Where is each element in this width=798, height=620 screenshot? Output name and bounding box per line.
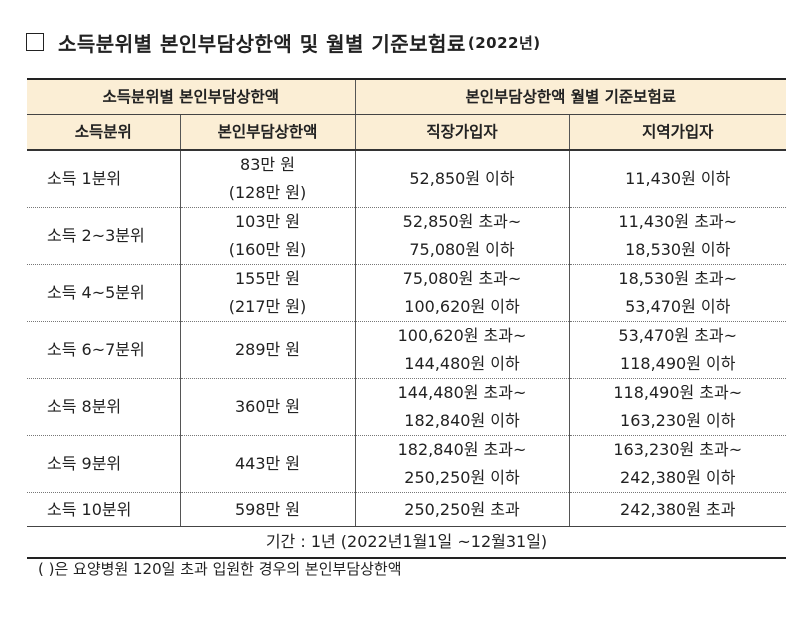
cap-amount-cell-line: 360만 원 (234, 397, 301, 416)
regional-premium-cell-line: 118,490원 초과~ (613, 383, 743, 402)
income-tier-cell: 소득 1분위 (27, 150, 181, 208)
cap-amount-cell: 360만 원 (180, 378, 356, 436)
table-body: 소득 1분위 83만 원 (128만 원) 52,850원 이하 11,430원 이하 소… (27, 150, 786, 527)
header-row-group: 소득분위별 본인부담상한액 본인부담상한액 월별 기준보험료 (27, 79, 786, 115)
employee-premium-cell-line: 52,850원 이하 (409, 169, 515, 188)
regional-premium-cell-line: 163,230원 이하 (620, 411, 736, 430)
table-row: 소득 1분위 83만 원 (128만 원) 52,850원 이하 11,430원 이하 (27, 150, 786, 208)
regional-premium-cell: 163,230원 초과~ 242,380원 이하 (569, 435, 786, 493)
cap-amount-cell-line: 598만 원 (234, 499, 301, 519)
header-regional-subscriber: 지역가입자 (569, 114, 786, 151)
employee-premium-cell-line: 144,480원 초과~ (397, 383, 527, 402)
cap-amount-cell-line: (128만 원) (228, 183, 307, 202)
regional-premium-cell-line: 18,530원 이하 (625, 240, 731, 259)
header-left-group: 소득분위별 본인부담상한액 (27, 79, 356, 115)
income-tier-cell: 소득 6~7분위 (27, 321, 181, 379)
employee-premium-cell-line: 250,250원 초과 (404, 499, 520, 519)
employee-premium-cell-line: 75,080원 이하 (409, 240, 515, 259)
cap-amount-cell: 598만 원 (180, 492, 356, 527)
employee-premium-cell: 52,850원 초과~ 75,080원 이하 (355, 207, 570, 265)
employee-premium-cell-line: 182,840원 이하 (404, 411, 520, 430)
cap-amount-cell-line: 103만 원 (234, 212, 301, 231)
income-tier-cell: 소득 8분위 (27, 378, 181, 436)
header-employee-subscriber: 직장가입자 (355, 114, 570, 151)
employee-premium-cell-line: 75,080원 초과~ (402, 269, 522, 288)
employee-premium-cell-line: 182,840원 초과~ (397, 440, 527, 459)
income-tier-cell: 소득 2~3분위 (27, 207, 181, 265)
regional-premium-cell: 242,380원 초과 (569, 492, 786, 527)
cap-amount-cell-line: (217만 원) (228, 297, 307, 316)
header-right-group: 본인부담상한액 월별 기준보험료 (355, 79, 786, 115)
regional-premium-cell-line: 18,530원 초과~ (618, 269, 738, 288)
regional-premium-cell-line: 11,430원 초과~ (618, 212, 738, 231)
document-title: 소득분위별 본인부담상한액 및 월별 기준보험료 (2022년) (26, 26, 541, 58)
employee-premium-cell-line: 100,620원 이하 (404, 297, 520, 316)
employee-premium-cell-line: 144,480원 이하 (404, 354, 520, 373)
employee-premium-cell-line: 52,850원 초과~ (402, 212, 522, 231)
regional-premium-cell-line: 242,380원 이하 (620, 468, 736, 487)
cap-amount-cell-line: (160만 원) (228, 240, 307, 259)
footnote: ( )은 요양병원 120일 초과 입원한 경우의 본인부담상한액 (38, 560, 402, 578)
cap-amount-cell: 443만 원 (180, 435, 356, 493)
employee-premium-cell: 100,620원 초과~ 144,480원 이하 (355, 321, 570, 379)
regional-premium-cell-line: 118,490원 이하 (620, 354, 736, 373)
period-text: 기간 : 1년 (2022년1월1일 ~12월31일) (27, 526, 786, 559)
header-income-tier: 소득분위 (27, 114, 181, 151)
regional-premium-cell-line: 53,470원 초과~ (618, 326, 738, 345)
cap-amount-cell: 155만 원 (217만 원) (180, 264, 356, 322)
income-tier-cell: 소득 4~5분위 (27, 264, 181, 322)
header-cap-amount: 본인부담상한액 (180, 114, 356, 151)
premium-table: 소득분위별 본인부담상한액 본인부담상한액 월별 기준보험료 소득분위 본인부담… (27, 78, 786, 559)
employee-premium-cell: 52,850원 이하 (355, 150, 570, 208)
employee-premium-cell-line: 100,620원 초과~ (397, 326, 527, 345)
cap-amount-cell-line: 289만 원 (234, 340, 301, 359)
table-row: 소득 9분위 443만 원 182,840원 초과~ 250,250원 이하 163,2… (27, 435, 786, 493)
regional-premium-cell: 11,430원 이하 (569, 150, 786, 208)
cap-amount-cell: 289만 원 (180, 321, 356, 379)
period-row: 기간 : 1년 (2022년1월1일 ~12월31일) (27, 526, 786, 559)
employee-premium-cell: 144,480원 초과~ 182,840원 이하 (355, 378, 570, 436)
employee-premium-cell: 250,250원 초과 (355, 492, 570, 527)
cap-amount-cell-line: 443만 원 (234, 454, 301, 473)
cap-amount-cell-line: 83만 원 (240, 155, 295, 174)
table-row: 소득 6~7분위 289만 원 100,620원 초과~ 144,480원 이하 53,… (27, 321, 786, 379)
employee-premium-cell-line: 250,250원 이하 (404, 468, 520, 487)
regional-premium-cell-line: 53,470원 이하 (625, 297, 731, 316)
table-row: 소득 4~5분위 155만 원 (217만 원) 75,080원 초과~ 100,620… (27, 264, 786, 322)
table-row: 소득 10분위 598만 원 250,250원 초과 242,380원 초과 (27, 492, 786, 527)
cap-amount-cell: 103만 원 (160만 원) (180, 207, 356, 265)
cap-amount-cell-line: 155만 원 (234, 269, 301, 288)
income-tier-cell: 소득 9분위 (27, 435, 181, 493)
regional-premium-cell-line: 11,430원 이하 (625, 169, 731, 188)
employee-premium-cell: 75,080원 초과~ 100,620원 이하 (355, 264, 570, 322)
income-tier-cell: 소득 10분위 (27, 492, 181, 527)
regional-premium-cell: 118,490원 초과~ 163,230원 이하 (569, 378, 786, 436)
regional-premium-cell: 11,430원 초과~ 18,530원 이하 (569, 207, 786, 265)
regional-premium-cell-line: 242,380원 초과 (620, 499, 736, 519)
empty-square-icon (26, 33, 44, 51)
regional-premium-cell: 18,530원 초과~ 53,470원 이하 (569, 264, 786, 322)
employee-premium-cell: 182,840원 초과~ 250,250원 이하 (355, 435, 570, 493)
table-row: 소득 2~3분위 103만 원 (160만 원) 52,850원 초과~ 75,080원… (27, 207, 786, 265)
title-text: 소득분위별 본인부담상한액 및 월별 기준보험료 (58, 31, 466, 56)
table-row: 소득 8분위 360만 원 144,480원 초과~ 182,840원 이하 118,4… (27, 378, 786, 436)
regional-premium-cell-line: 163,230원 초과~ (613, 440, 743, 459)
regional-premium-cell: 53,470원 초과~ 118,490원 이하 (569, 321, 786, 379)
cap-amount-cell: 83만 원 (128만 원) (180, 150, 356, 208)
header-row-columns: 소득분위 본인부담상한액 직장가입자 지역가입자 (27, 114, 786, 151)
title-year: (2022년) (467, 33, 541, 52)
